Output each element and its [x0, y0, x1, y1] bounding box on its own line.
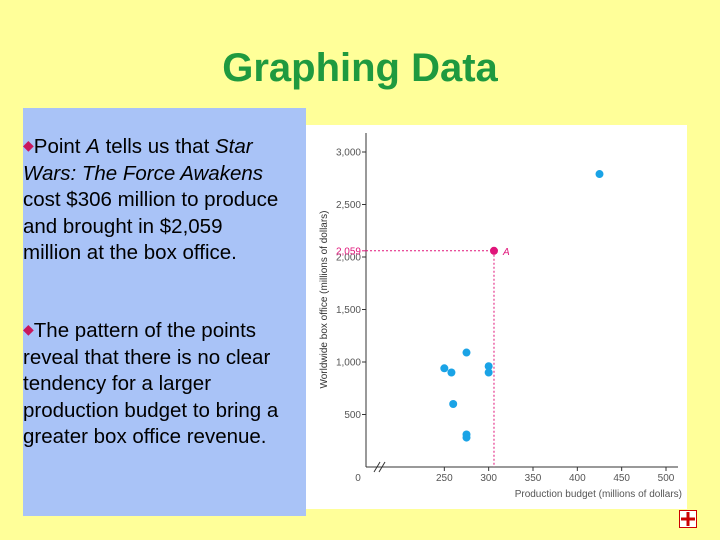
data-point	[449, 400, 458, 408]
data-point	[484, 362, 493, 371]
navigation-cross-icon[interactable]	[679, 510, 697, 528]
highlight-point-label: A	[502, 247, 510, 258]
x-tick-label: 500	[658, 473, 675, 484]
data-point	[462, 433, 471, 442]
bullet-2-text: The pattern of the points reveal that th…	[23, 319, 279, 448]
y-tick-label: 1,500	[336, 305, 361, 316]
point-a-label: A	[86, 135, 100, 158]
highlight-point-a	[489, 246, 498, 255]
scatter-chart: 500 1,000 1,500 2,000 2,500 3,000 0 250 300 350 40…	[319, 133, 682, 500]
y-tick-label: 1,000	[336, 358, 361, 369]
y-axis-label: Worldwide box office (millions of dollar…	[319, 210, 330, 388]
y-tick-label: 2,000	[336, 253, 361, 264]
bullet-1-mid: tells us that	[99, 135, 215, 158]
x-tick-label: 250	[436, 473, 453, 484]
y-tick-label: 3,000	[336, 148, 361, 159]
x-axis-break-mark	[378, 461, 386, 473]
y-tick-label: 500	[344, 410, 361, 421]
bullet-diamond-icon: ◆	[23, 321, 34, 337]
x-axis-break-mark	[373, 461, 381, 473]
slide-title: Graphing Data	[222, 46, 498, 90]
x-tick-label: 0	[355, 473, 361, 484]
x-tick-label: 350	[525, 473, 542, 484]
data-point	[440, 364, 449, 373]
bullet-diamond-icon: ◆	[23, 137, 34, 153]
bullet-1-pre: Point	[33, 135, 87, 158]
x-tick-label: 450	[613, 473, 630, 484]
bullet-point-2: ◆The pattern of the points reveal that t…	[23, 316, 285, 451]
x-tick-label: 300	[480, 473, 497, 484]
data-point	[595, 170, 604, 179]
bullet-1-post: cost $306 million to produce and brought…	[23, 188, 279, 264]
x-axis-label: Production budget (millions of dollars)	[515, 489, 682, 500]
x-tick-label: 400	[569, 473, 586, 484]
text-panel	[23, 108, 306, 516]
movie-title: Star Wars: The Force Awakens	[23, 135, 264, 185]
data-point	[484, 368, 493, 377]
data-point	[462, 348, 471, 357]
chart-panel: 500 1,000 1,500 2,000 2,500 3,000 0 250 300 350 40…	[306, 125, 687, 509]
highlight-y-label: 2,059	[336, 246, 361, 257]
y-tick-label: 2,500	[336, 200, 361, 211]
bullet-point-1: ◆Point A tells us that Star Wars: The Fo…	[23, 132, 285, 267]
data-point	[447, 368, 456, 377]
